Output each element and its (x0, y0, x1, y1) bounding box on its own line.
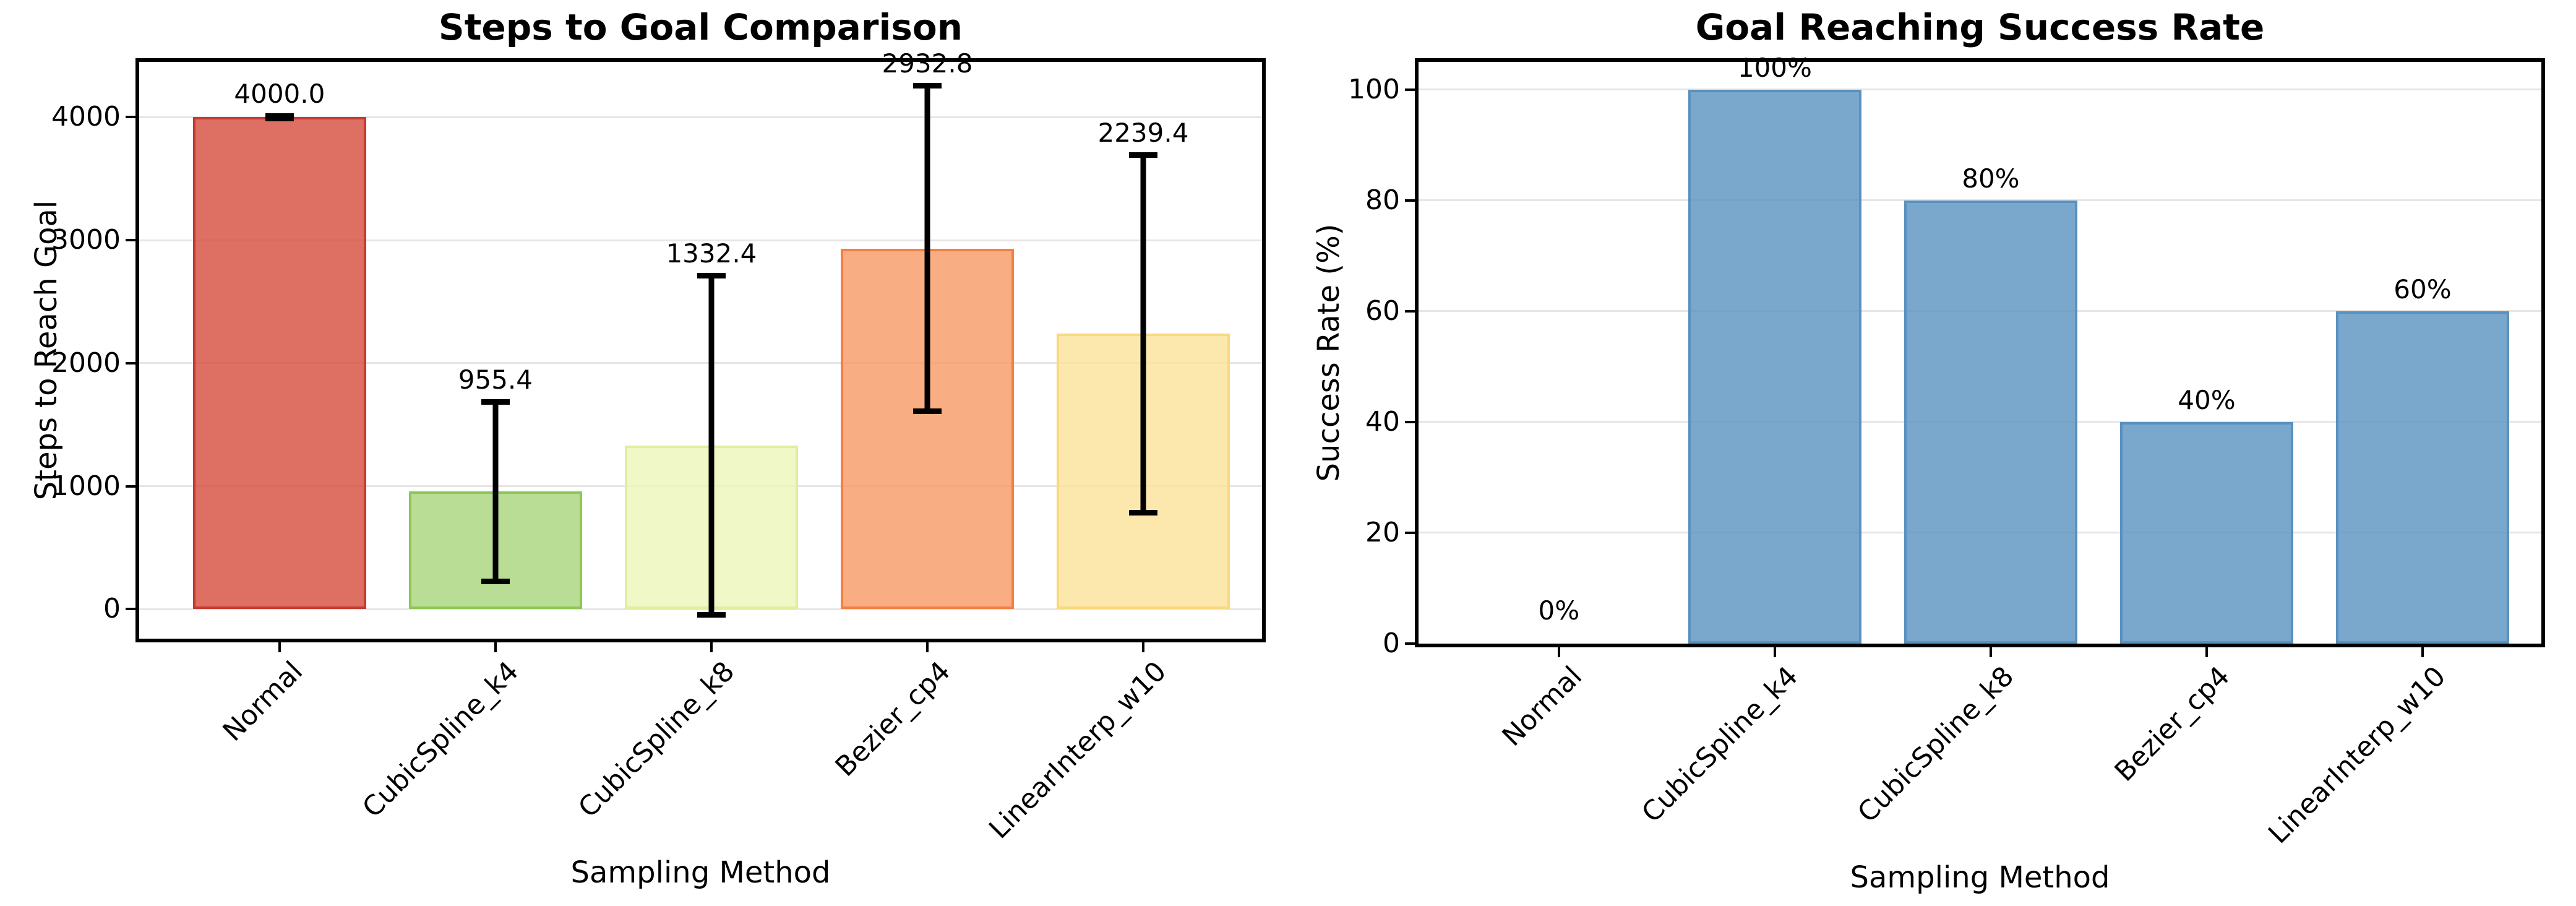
y-tick (126, 239, 135, 242)
right-y-axis-label: Success Rate (%) (1312, 223, 1346, 482)
x-tick (1557, 647, 1560, 657)
x-tick-label: Bezier_cp4 (829, 655, 957, 783)
gridline (139, 116, 1262, 118)
x-tick (1989, 647, 1992, 657)
right-x-axis-label: Sampling Method (1850, 860, 2110, 895)
y-tick (126, 608, 135, 611)
y-tick-label: 4000 (51, 101, 121, 133)
y-tick (1405, 420, 1415, 423)
y-tick-label: 60 (1365, 295, 1400, 327)
y-tick (126, 485, 135, 488)
y-tick (1405, 309, 1415, 313)
y-tick (1405, 642, 1415, 645)
error-cap-top (912, 82, 942, 88)
error-cap-bottom (912, 408, 942, 415)
axes-spine-right (2541, 58, 2545, 647)
gridline (139, 239, 1262, 241)
y-tick (1405, 531, 1415, 534)
x-tick (1773, 647, 1776, 657)
value-label: 60% (2394, 274, 2452, 304)
left-chart-axes: Steps to Goal Comparison Steps to Reach … (29, 6, 1266, 890)
y-tick (126, 361, 135, 365)
y-tick-label: 0 (103, 593, 121, 625)
gridline (1419, 88, 2541, 91)
bar (192, 117, 366, 610)
error-bar (492, 402, 499, 582)
gridline (139, 608, 1262, 610)
x-tick (710, 642, 713, 652)
y-tick (1405, 199, 1415, 202)
right-plot-area: 0 20 40 60 80 100 0% Normal 100% CubicSpline_k4 80… (1348, 53, 2545, 850)
x-tick-label: CubicSpline_k4 (1636, 660, 1805, 829)
y-tick-label: 40 (1365, 405, 1400, 438)
axes-spine-bottom (135, 639, 1266, 642)
bar (1688, 89, 1861, 644)
error-cap-top (697, 272, 726, 278)
x-tick (2205, 647, 2208, 657)
y-tick-label: 1000 (51, 470, 121, 502)
left-plot-area: 0 1000 2000 3000 4000 4000.0 Normal 955.4 CubicS… (51, 49, 1266, 845)
x-tick (925, 642, 929, 652)
error-cap-bottom (265, 115, 294, 121)
y-tick (1405, 88, 1415, 91)
x-tick-label: CubicSpline_k8 (1852, 660, 2020, 829)
axes-spine-bottom (1415, 644, 2545, 647)
y-tick-label: 100 (1348, 73, 1400, 105)
value-label: 4000.0 (234, 79, 325, 110)
axes-spine-left (135, 58, 139, 642)
gridline (139, 362, 1262, 365)
value-label: 40% (2178, 384, 2236, 415)
axes-spine-left (1415, 58, 1419, 647)
error-cap-top (1128, 152, 1157, 158)
x-tick-label: LinearInterp_w10 (2262, 660, 2452, 850)
left-x-axis-label: Sampling Method (570, 855, 831, 890)
x-tick-label: CubicSpline_k4 (356, 655, 525, 824)
x-tick-label: Normal (1496, 660, 1589, 753)
x-tick-label: Normal (217, 655, 309, 748)
y-tick-label: 2000 (51, 347, 121, 379)
error-cap-bottom (1128, 509, 1157, 516)
value-label: 955.4 (458, 365, 533, 395)
right-chart-title: Goal Reaching Success Rate (1695, 6, 2265, 48)
value-label: 2932.8 (882, 48, 973, 79)
error-cap-bottom (697, 612, 726, 618)
error-bar (1140, 155, 1146, 513)
error-bar (708, 275, 715, 615)
x-tick (2421, 647, 2424, 657)
error-cap-bottom (481, 579, 510, 585)
x-tick (1141, 642, 1144, 652)
bar (1904, 200, 2077, 644)
x-tick-label: Bezier_cp4 (2108, 660, 2236, 788)
y-tick-label: 3000 (51, 224, 121, 256)
y-tick (126, 116, 135, 119)
bar (2120, 421, 2293, 644)
x-tick-label: LinearInterp_w10 (983, 655, 1173, 845)
value-label: 1332.4 (666, 238, 757, 269)
value-label: 0% (1538, 595, 1580, 626)
error-cap-top (481, 399, 510, 405)
bar (2336, 311, 2509, 644)
left-chart-title: Steps to Goal Comparison (438, 6, 963, 48)
value-label: 2239.4 (1097, 117, 1189, 148)
y-tick-label: 20 (1365, 516, 1400, 548)
error-bar (924, 85, 930, 412)
y-tick-label: 80 (1365, 184, 1400, 216)
value-label: 80% (1962, 163, 2020, 194)
right-chart-axes: Goal Reaching Success Rate Success Rate … (1312, 6, 2545, 895)
value-label: 100% (1737, 52, 1812, 83)
y-tick-label: 0 (1383, 628, 1400, 659)
x-tick-label: CubicSpline_k8 (572, 655, 741, 824)
axes-spine-top (1415, 58, 2545, 62)
x-tick (494, 642, 497, 652)
axes-spine-right (1262, 58, 1266, 642)
axes-spine-top (135, 58, 1266, 62)
x-tick (278, 642, 281, 652)
